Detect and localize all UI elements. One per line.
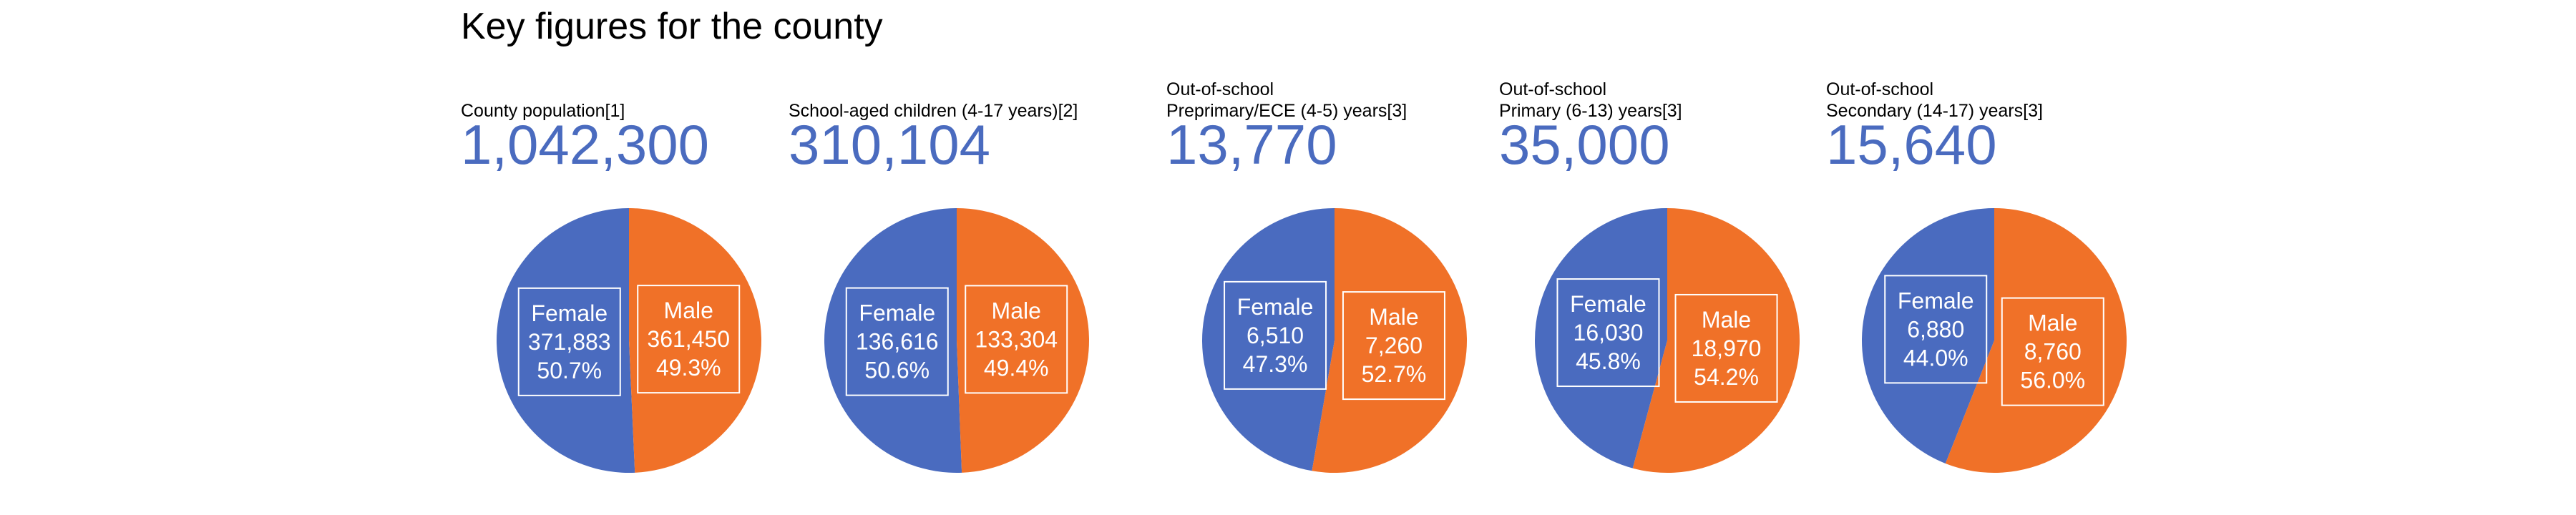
slice-label-percent: 56.0% — [2020, 368, 2085, 393]
slice-label-value: 16,030 — [1574, 320, 1644, 345]
panel-title-line: School-aged children (4-17 years)[2] — [789, 101, 1078, 121]
total-value: 35,000 — [1499, 113, 1670, 176]
panel-title: County population[1] — [461, 64, 776, 122]
slice-label-name: Female — [531, 300, 608, 326]
key-figure-panel: Out-of-school Primary (6-13) years[3] 35,0… — [1499, 64, 1814, 508]
slice-label-value: 8,760 — [2024, 339, 2082, 365]
gender-pie-chart: Female 371,883 50.7% Male 361,450 49.3% — [496, 208, 761, 473]
label-box — [965, 285, 1068, 394]
key-figure-panel: Out-of-school Preprimary/ECE (4-5) years[… — [1166, 64, 1481, 508]
pie-slice-female — [824, 208, 962, 473]
key-figure-panel: County population[1] 1,042,300 Female 371,8… — [461, 64, 776, 508]
slice-label-percent: 44.0% — [1903, 345, 1968, 371]
label-box — [2001, 297, 2104, 406]
panel-title: Out-of-school Primary (6-13) years[3] — [1499, 64, 1814, 122]
label-box — [1556, 278, 1660, 388]
slice-label-male: Male 133,304 49.4% — [965, 285, 1068, 394]
total-value: 15,640 — [1826, 113, 1997, 176]
slice-label-value: 18,970 — [1692, 335, 1762, 361]
label-box — [1674, 293, 1778, 403]
panel-title: Out-of-school Secondary (14-17) years[3] — [1826, 64, 2141, 122]
pie-slice-female — [1862, 208, 1994, 464]
slice-label-value: 7,260 — [1365, 333, 1423, 358]
slice-label-male: Male 7,260 52.7% — [1342, 291, 1445, 401]
slice-label-name: Male — [1369, 304, 1418, 330]
slice-label-value: 361,450 — [647, 326, 730, 352]
panel-title: Out-of-school Preprimary/ECE (4-5) years[… — [1166, 64, 1481, 122]
slice-label-name: Female — [1570, 291, 1646, 317]
label-box — [845, 287, 949, 396]
slice-label-female: Female 371,883 50.7% — [517, 287, 621, 396]
slice-label-male: Male 361,450 49.3% — [637, 285, 741, 394]
slice-label-female: Female 16,030 45.8% — [1556, 278, 1660, 388]
slice-label-name: Male — [2028, 310, 2077, 336]
panel-title-line: County population[1] — [461, 101, 625, 121]
slice-label-percent: 47.3% — [1243, 351, 1308, 377]
pie-slice-male — [1632, 208, 1800, 473]
slice-label-percent: 52.7% — [1362, 361, 1427, 387]
slice-label-name: Male — [992, 298, 1041, 323]
label-box — [517, 287, 621, 396]
slice-label-value: 6,880 — [1907, 316, 1964, 342]
panel-title-line: Out-of-school — [1826, 79, 1934, 99]
pie-slice-female — [496, 208, 635, 473]
slice-label-percent: 54.2% — [1694, 364, 1759, 390]
panel-title-line: Out-of-school — [1499, 79, 1607, 99]
pie-slice-male — [1945, 208, 2127, 473]
total-value: 1,042,300 — [461, 113, 710, 176]
slice-label-female: Female 6,510 47.3% — [1224, 280, 1327, 390]
label-box — [1884, 275, 1988, 384]
panel-title-line: Out-of-school — [1166, 79, 1274, 99]
slice-label-percent: 45.8% — [1576, 348, 1641, 374]
key-figure-panel: School-aged children (4-17 years)[2] 310,… — [789, 64, 1103, 508]
slice-label-name: Female — [1237, 294, 1314, 320]
pie-slice-male — [1312, 208, 1467, 473]
page-title: Key figures for the county — [461, 6, 883, 47]
pie-slice-female — [1535, 208, 1667, 469]
slice-label-name: Male — [1702, 307, 1751, 333]
slice-label-male: Male 8,760 56.0% — [2001, 297, 2104, 406]
slice-label-name: Female — [859, 300, 935, 326]
slice-label-value: 133,304 — [975, 326, 1058, 352]
pie-slice-male — [629, 208, 761, 473]
panel-title: School-aged children (4-17 years)[2] — [789, 64, 1103, 122]
slice-label-female: Female 136,616 50.6% — [845, 287, 949, 396]
pie-slice-male — [957, 208, 1090, 473]
label-box — [637, 285, 741, 394]
slice-label-percent: 49.3% — [656, 355, 721, 381]
gender-pie-chart: Female 136,616 50.6% Male 133,304 49.4% — [824, 208, 1090, 473]
gender-pie-chart: Female 6,510 47.3% Male 7,260 52.7% — [1202, 208, 1467, 473]
slice-label-name: Male — [664, 298, 713, 323]
slice-label-female: Female 6,880 44.0% — [1884, 275, 1988, 384]
total-value: 310,104 — [789, 113, 990, 176]
label-box — [1342, 291, 1445, 401]
panel-title-line: Secondary (14-17) years[3] — [1826, 101, 2043, 121]
panel-title-line: Preprimary/ECE (4-5) years[3] — [1166, 101, 1407, 121]
label-box — [1224, 280, 1327, 390]
slice-label-percent: 50.7% — [537, 358, 602, 383]
slice-label-name: Female — [1898, 288, 1974, 313]
slice-label-value: 371,883 — [528, 329, 611, 355]
slice-label-percent: 49.4% — [984, 355, 1049, 381]
total-value: 13,770 — [1166, 113, 1337, 176]
key-figure-panel: Out-of-school Secondary (14-17) years[3] 1… — [1826, 64, 2141, 508]
slice-label-percent: 50.6% — [864, 358, 930, 383]
slice-label-value: 6,510 — [1246, 323, 1304, 348]
pie-slice-female — [1202, 208, 1335, 471]
slice-label-value: 136,616 — [856, 329, 939, 355]
panel-title-line: Primary (6-13) years[3] — [1499, 101, 1682, 121]
gender-pie-chart: Female 6,880 44.0% Male 8,760 56.0% — [1862, 208, 2127, 473]
